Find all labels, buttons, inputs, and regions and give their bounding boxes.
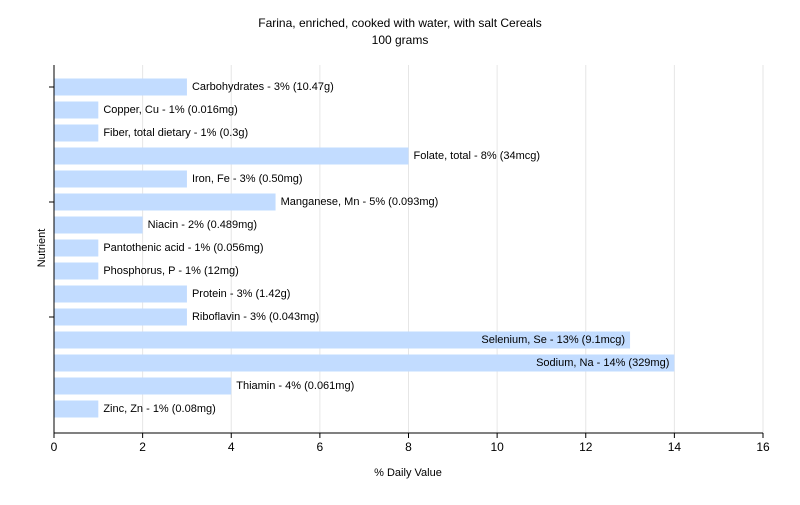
bar-label: Iron, Fe - 3% (0.50mg) <box>192 173 303 185</box>
x-tick-label: 14 <box>668 440 682 454</box>
bar <box>54 400 99 418</box>
bar-label: Sodium, Na - 14% (329mg) <box>536 357 669 369</box>
bar-label: Carbohydrates - 3% (10.47g) <box>192 81 334 93</box>
bar-label: Selenium, Se - 13% (9.1mcg) <box>481 334 625 346</box>
bar-label: Thiamin - 4% (0.061mg) <box>236 380 354 392</box>
bar-label: Manganese, Mn - 5% (0.093mg) <box>281 196 439 208</box>
bar-label: Pantothenic acid - 1% (0.056mg) <box>103 242 263 254</box>
x-tick-label: 16 <box>756 440 770 454</box>
x-tick-label: 10 <box>490 440 504 454</box>
bar-label: Fiber, total dietary - 1% (0.3g) <box>103 127 248 139</box>
bar <box>54 170 187 188</box>
bar <box>54 78 187 96</box>
bar <box>54 216 143 234</box>
bar-label: Riboflavin - 3% (0.043mg) <box>192 311 319 323</box>
bar <box>54 124 99 142</box>
x-tick-label: 6 <box>317 440 324 454</box>
chart-subtitle: 100 grams <box>372 33 429 47</box>
x-tick-label: 2 <box>139 440 146 454</box>
bar-label: Copper, Cu - 1% (0.016mg) <box>103 104 238 116</box>
bar <box>54 285 187 303</box>
x-tick-label: 4 <box>228 440 235 454</box>
bar <box>54 193 276 211</box>
grid <box>142 65 764 433</box>
bar <box>54 262 99 280</box>
axes: 0 2 4 6 8 10 12 14 16 <box>49 65 770 454</box>
x-axis-label: % Daily Value <box>374 467 442 479</box>
bar-label: Zinc, Zn - 1% (0.08mg) <box>103 403 215 415</box>
y-axis-label: Nutrient <box>36 229 48 268</box>
bar <box>54 101 99 119</box>
x-tick-label: 0 <box>51 440 58 454</box>
chart-title: Farina, enriched, cooked with water, wit… <box>258 16 541 30</box>
bars: Carbohydrates - 3% (10.47g) Copper, Cu - … <box>54 78 675 418</box>
bar-label: Phosphorus, P - 1% (12mg) <box>103 265 239 277</box>
bar <box>54 239 99 257</box>
bar <box>54 331 631 349</box>
bar-label: Folate, total - 8% (34mcg) <box>414 150 541 162</box>
x-tick-label: 12 <box>579 440 593 454</box>
bar-label: Protein - 3% (1.42g) <box>192 288 290 300</box>
bar <box>54 308 187 326</box>
x-tick-label: 8 <box>405 440 412 454</box>
bar <box>54 354 675 372</box>
bar-label: Niacin - 2% (0.489mg) <box>148 219 257 231</box>
bar <box>54 147 409 165</box>
bar <box>54 377 232 395</box>
